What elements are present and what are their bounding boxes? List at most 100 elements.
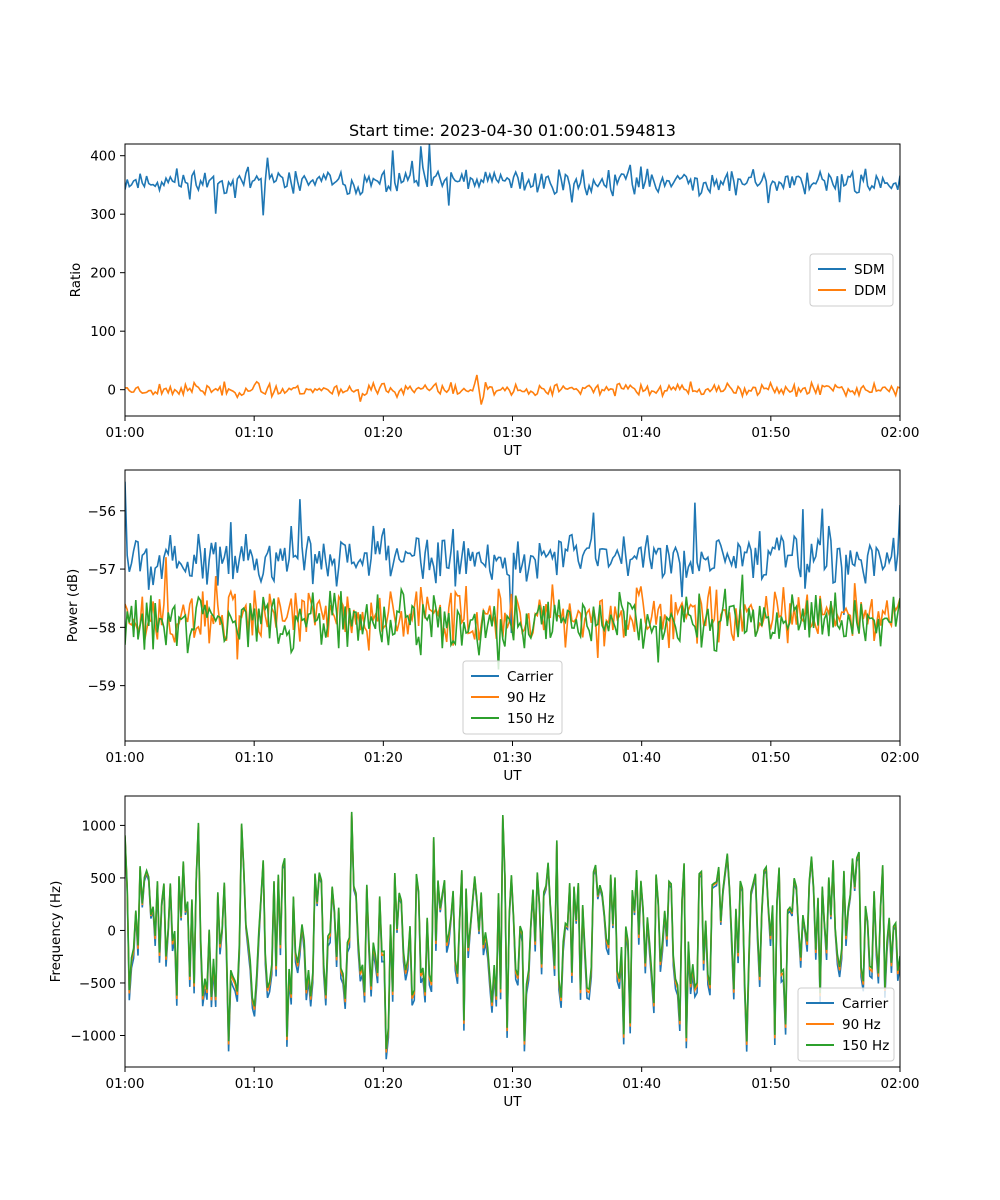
x-tick: 01:30	[493, 741, 532, 766]
y-tick: 0	[107, 383, 125, 399]
legend-label: 150 Hz	[507, 711, 554, 727]
x-tick-label: 02:00	[881, 425, 920, 441]
legend-label: SDM	[854, 262, 885, 278]
legend-box	[809, 253, 894, 307]
x-tick: 01:10	[235, 741, 274, 766]
y-tick-label: 0	[107, 923, 116, 939]
x-tick-label: 01:00	[106, 1076, 145, 1092]
x-tick-label: 01:20	[364, 425, 403, 441]
y-tick-label: 0	[107, 383, 116, 399]
x-tick-label: 01:10	[235, 1076, 274, 1092]
series-line-150-hz	[125, 574, 900, 670]
legend-label: Carrier	[842, 996, 889, 1012]
legend-label: 90 Hz	[842, 1017, 881, 1033]
x-tick-label: 01:10	[235, 750, 274, 766]
legend-box	[797, 987, 895, 1062]
x-tick-label: 01:50	[751, 1076, 790, 1092]
chart-panel-2: 01:00 01:10 01:20 01:30 01:40 01:50 02:00 −59 −5…	[65, 469, 920, 784]
x-tick: 01:20	[364, 1067, 403, 1092]
x-tick: 01:40	[622, 1067, 661, 1092]
y-tick: −1000	[70, 1028, 125, 1044]
series-line-ddm	[125, 374, 900, 405]
y-tick: 100	[90, 324, 125, 340]
legend-label: 90 Hz	[507, 690, 546, 706]
x-tick: 02:00	[881, 1067, 920, 1092]
y-tick-label: 1000	[82, 818, 116, 834]
x-tick: 01:00	[106, 416, 145, 441]
x-tick-label: 01:50	[751, 750, 790, 766]
legend: Carrier 90 Hz 150 Hz	[462, 660, 563, 735]
chart-panel-1: 01:00 01:10 01:20 01:30 01:40 01:50 02:00 0 100 2…	[68, 121, 919, 459]
x-tick: 01:30	[493, 416, 532, 441]
x-tick: 01:20	[364, 741, 403, 766]
x-tick: 01:00	[106, 1067, 145, 1092]
y-tick-label: 500	[90, 871, 116, 887]
series-group	[125, 144, 900, 405]
chart-title: Start time: 2023-04-30 01:00:01.594813	[349, 121, 676, 140]
y-tick-label: −56	[88, 504, 117, 520]
series-group	[125, 811, 900, 1060]
x-tick-label: 02:00	[881, 750, 920, 766]
y-tick: 200	[90, 266, 125, 282]
y-tick: 0	[107, 923, 125, 939]
x-tick: 01:50	[751, 741, 790, 766]
x-tick: 02:00	[881, 416, 920, 441]
x-tick: 01:00	[106, 741, 145, 766]
x-tick: 01:10	[235, 416, 274, 441]
y-tick: −56	[88, 504, 125, 520]
x-tick-label: 01:40	[622, 1076, 661, 1092]
y-tick: −59	[88, 679, 125, 695]
legend-label: Carrier	[507, 669, 554, 685]
y-axis-label: Ratio	[68, 263, 84, 298]
x-tick-label: 01:50	[751, 425, 790, 441]
x-axis-label: UT	[503, 1094, 522, 1110]
x-axis-label: UT	[503, 443, 522, 459]
y-tick: 300	[90, 207, 125, 223]
x-tick: 01:40	[622, 416, 661, 441]
x-tick-label: 02:00	[881, 1076, 920, 1092]
legend: Carrier 90 Hz 150 Hz	[797, 987, 895, 1062]
x-tick: 01:20	[364, 416, 403, 441]
series-line-90-hz	[125, 557, 900, 660]
y-tick: 500	[90, 871, 125, 887]
x-tick: 01:40	[622, 741, 661, 766]
y-tick-label: −58	[88, 620, 117, 636]
x-tick-label: 01:30	[493, 750, 532, 766]
x-tick-label: 01:00	[106, 750, 145, 766]
x-tick: 01:50	[751, 1067, 790, 1092]
y-axis-label: Frequency (Hz)	[48, 881, 64, 983]
y-tick-label: −500	[79, 976, 116, 992]
x-axis-label: UT	[503, 768, 522, 784]
y-tick-label: −59	[88, 679, 117, 695]
x-tick-label: 01:30	[493, 425, 532, 441]
series-line-150-hz	[125, 811, 900, 1050]
x-tick: 01:10	[235, 1067, 274, 1092]
series-line-carrier	[125, 481, 900, 634]
y-tick: −58	[88, 620, 125, 636]
series-line-sdm	[125, 144, 900, 216]
x-tick: 01:30	[493, 1067, 532, 1092]
x-tick: 01:50	[751, 416, 790, 441]
y-tick: 1000	[82, 818, 125, 834]
x-tick-label: 01:20	[364, 750, 403, 766]
y-tick-label: −1000	[70, 1028, 116, 1044]
x-tick-label: 01:10	[235, 425, 274, 441]
x-tick-label: 01:30	[493, 1076, 532, 1092]
legend-box	[462, 660, 563, 735]
x-tick: 02:00	[881, 741, 920, 766]
x-tick-label: 01:20	[364, 1076, 403, 1092]
legend-label: DDM	[854, 283, 886, 299]
x-tick-label: 01:00	[106, 425, 145, 441]
y-tick-label: 300	[90, 207, 116, 223]
legend-label: 150 Hz	[842, 1038, 889, 1054]
x-tick-label: 01:40	[622, 425, 661, 441]
y-tick-label: 400	[90, 149, 116, 165]
chart-panel-3: 01:00 01:10 01:20 01:30 01:40 01:50 02:00 −1000…	[48, 795, 920, 1110]
y-tick: 400	[90, 149, 125, 165]
y-tick: −57	[88, 562, 125, 578]
x-tick-label: 01:40	[622, 750, 661, 766]
y-tick-label: −57	[88, 562, 117, 578]
legend: SDM DDM	[809, 253, 894, 307]
y-tick: −500	[79, 976, 125, 992]
